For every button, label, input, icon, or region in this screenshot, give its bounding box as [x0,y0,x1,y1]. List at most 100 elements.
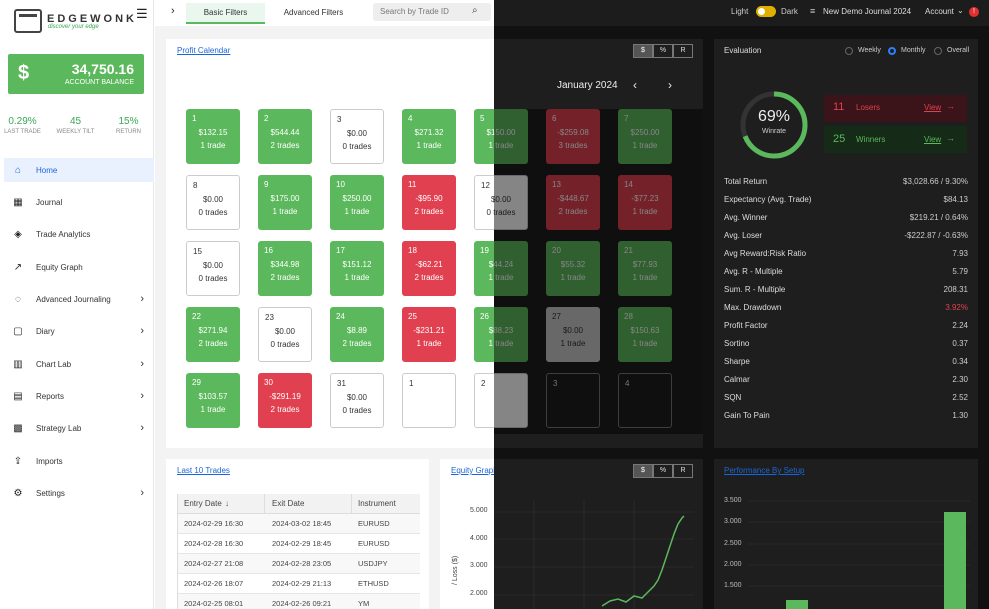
calendar-day[interactable]: 9 $175.00 1 trade [258,175,312,230]
chevron-right-icon[interactable]: › [171,5,175,17]
chevron-right-icon: › [140,325,144,337]
day-pnl: $175.00 [270,194,300,203]
tab-advanced-filters[interactable]: Advanced Filters [283,8,344,17]
calendar-day[interactable]: 8 $0.00 0 trades [186,175,240,230]
unit-r-button[interactable]: R [673,464,693,478]
nav-settings[interactable]: ⚙ Settings › [4,481,154,505]
calendar-day[interactable]: 30 -$291.19 2 trades [258,373,312,428]
calendar-day[interactable]: 4 $271.32 1 trade [402,109,456,164]
hamburger-menu-icon[interactable]: ☰ [136,6,148,21]
balance-amount: 34,750.16 [71,61,134,77]
last-trades-title[interactable]: Last 10 Trades [177,466,230,475]
table-row[interactable] [178,514,420,534]
calendar-day[interactable]: 6 -$259.08 3 trades [546,109,600,164]
theme-toggle[interactable] [756,6,776,17]
calendar-day[interactable]: 1 $132.15 1 trade [186,109,240,164]
column-instrument[interactable]: Instrument [358,499,396,508]
nav-strategy-lab[interactable]: ▩ Strategy Lab › [4,416,154,440]
column-entry-date[interactable]: Entry Date [184,499,222,508]
profit-calendar-title[interactable]: Profit Calendar [177,46,231,55]
losers-view-link[interactable]: View [924,103,942,112]
calendar-day[interactable]: 16 $344.98 2 trades [258,241,312,296]
nav-chart-lab[interactable]: ▥ Chart Lab › [4,352,154,376]
calendar-day[interactable]: 26 $88.23 1 trade [474,307,528,362]
day-number: 1 [409,379,414,388]
stat-label: WEEKLY TILT [56,129,95,135]
nav-diary[interactable]: ▢ Diary › [4,319,154,343]
unit-r-button[interactable]: R [673,44,693,58]
equity-graph-title[interactable]: Equity Graph [451,466,494,475]
metric-row: Sortino 0.37 [724,335,968,353]
calendar-day[interactable]: 25 -$231.21 1 trade [402,307,456,362]
calendar-day[interactable]: 24 $8.89 2 trades [330,307,384,362]
day-trade-count: 1 trade [416,141,442,150]
calendar-day[interactable]: 10 $250.00 1 trade [330,175,384,230]
radio-monthly[interactable] [888,47,896,55]
logo-icon [14,9,42,33]
nav-advanced-journaling[interactable]: ◌ Advanced Journaling › [4,287,154,311]
nav-reports[interactable]: ▤ Reports › [4,384,154,408]
nav-trade-analytics[interactable]: ◈ Trade Analytics [4,222,154,246]
calendar-day[interactable]: 20 $55.32 1 trade [546,241,600,296]
chevron-right-icon[interactable]: › [668,78,672,92]
calendar-day[interactable]: 11 -$95.90 2 trades [402,175,456,230]
calendar-day[interactable]: 12 $0.00 0 trades [474,175,528,230]
unit-dollar-button[interactable]: $ [633,464,653,478]
search-icon[interactable]: ⌕ [472,5,478,16]
alert-badge-icon[interactable]: ! [969,7,979,17]
table-row[interactable] [178,534,420,554]
calendar-day[interactable]: 28 $150.63 1 trade [618,307,672,362]
calendar-day[interactable]: 29 $103.57 1 trade [186,373,240,428]
chevron-left-icon[interactable]: ‹ [633,78,637,92]
calendar-day[interactable]: 18 -$62.21 2 trades [402,241,456,296]
calendar-day[interactable]: 13 -$448.67 2 trades [546,175,600,230]
calendar-day[interactable]: 23 $0.00 0 trades [258,307,312,362]
calendar-day[interactable]: 15 $0.00 0 trades [186,241,240,296]
calendar-day[interactable]: 3 $0.00 0 trades [330,109,384,164]
performance-setup-title[interactable]: Performance By Setup [724,466,805,475]
table-row[interactable] [178,574,420,594]
nav-journal[interactable]: ▦ Journal [4,190,154,214]
tab-basic-filters[interactable]: Basic Filters [186,3,265,24]
day-trade-count: 2 trades [414,273,444,282]
calendar-day[interactable]: 4 [618,373,672,428]
nav-imports[interactable]: ⇪ Imports [4,449,154,473]
unit-percent-button[interactable]: % [653,464,673,478]
nav-home[interactable]: ⌂ Home [4,158,154,182]
calendar-day[interactable]: 7 $250.00 1 trade [618,109,672,164]
calendar-day[interactable]: 2 [474,373,528,428]
table-row[interactable] [178,594,420,609]
sort-down-icon[interactable]: ↓ [225,499,229,508]
calendar-day[interactable]: 22 $271.94 2 trades [186,307,240,362]
metric-name: Gain To Pain [724,411,770,420]
calendar-day[interactable]: 1 [402,373,456,428]
calendar-day[interactable]: 2 $544.44 2 trades [258,109,312,164]
calendar-day[interactable]: 31 $0.00 0 trades [330,373,384,428]
home-icon: ⌂ [14,164,22,176]
radio-weekly[interactable] [845,47,853,55]
calendar-day[interactable]: 17 $151.12 1 trade [330,241,384,296]
calendar-day[interactable]: 3 [546,373,600,428]
table-row[interactable] [178,554,420,574]
radio-overall[interactable] [934,47,942,55]
calendar-day[interactable]: 21 $77.93 1 trade [618,241,672,296]
table-cell: YM [358,599,370,608]
day-trade-count: 1 trade [488,273,514,282]
calendar-day[interactable]: 19 $44.24 1 trade [474,241,528,296]
calendar-day[interactable]: 14 -$77.23 1 trade [618,175,672,230]
calendar-day[interactable]: 27 $0.00 1 trade [546,307,600,362]
chevron-right-icon: › [140,358,144,370]
day-pnl: $271.94 [198,326,228,335]
account-menu[interactable]: Account [925,7,954,16]
search-input[interactable]: Search by Trade ID [373,3,491,21]
journal-selector[interactable]: New Demo Journal 2024 [823,7,912,16]
nav-equity-graph[interactable]: ↗ Equity Graph [4,255,154,279]
calendar-day[interactable]: 5 $150.00 1 trade [474,109,528,164]
metric-value: 0.37 [952,339,968,348]
winners-view-link[interactable]: View [924,135,942,144]
column-exit-date[interactable]: Exit Date [272,499,305,508]
unit-percent-button[interactable]: % [653,44,673,58]
day-trade-count: 1 trade [488,339,514,348]
setup-tick: 2.000 [724,561,742,568]
unit-dollar-button[interactable]: $ [633,44,653,58]
